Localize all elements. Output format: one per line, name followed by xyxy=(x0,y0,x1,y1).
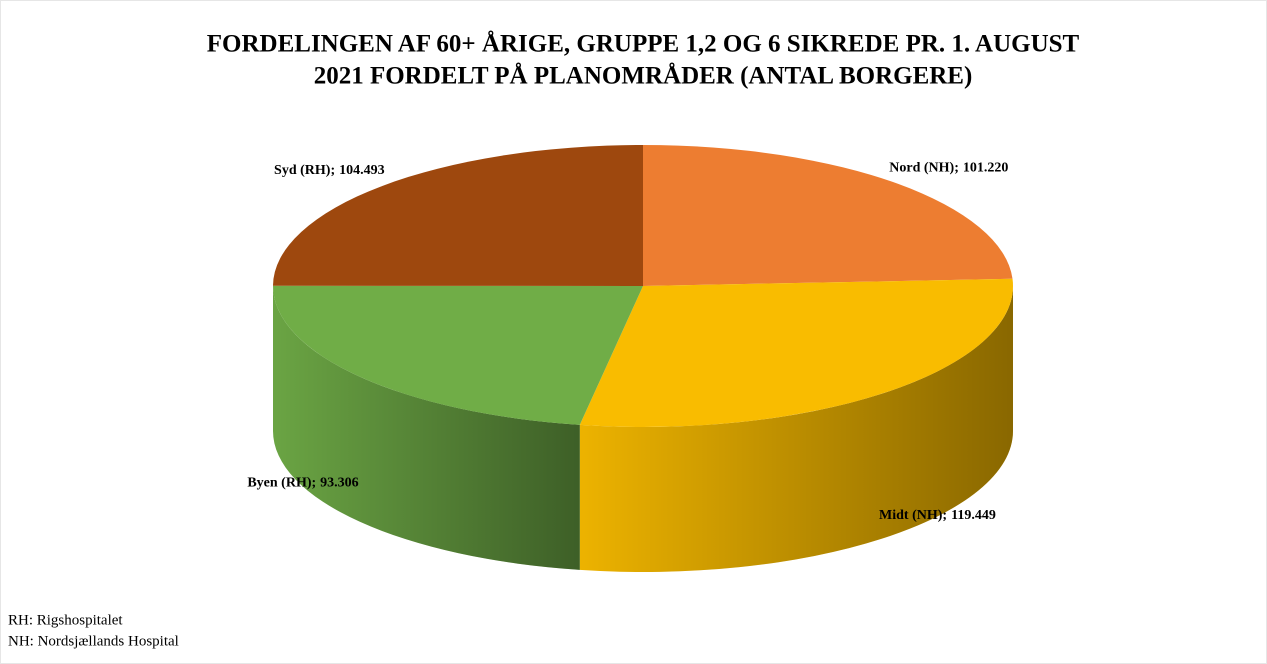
data-label-value: 93.306 xyxy=(320,476,359,491)
data-label-category: Syd (RH); xyxy=(274,163,335,178)
slice xyxy=(643,145,1013,286)
footnote: NH: Nordsjællands Hospital xyxy=(8,633,179,649)
data-label-category: Nord (NH); xyxy=(889,161,959,176)
slice-side-shade xyxy=(579,286,1013,573)
data-label: Syd (RH); 104.493 xyxy=(274,163,385,178)
data-label-category: Midt (NH); xyxy=(879,508,947,523)
data-label-category: Byen (RH); xyxy=(247,476,316,491)
slice-side-shade xyxy=(272,286,580,570)
chart-title: FORDELINGEN AF 60+ ÅRIGE, GRUPPE 1,2 OG … xyxy=(207,30,1080,58)
slice xyxy=(579,278,1013,427)
data-label: Midt (NH); 119.449 xyxy=(879,508,996,523)
slice xyxy=(273,145,643,286)
footnote: RH: Rigshospitalet xyxy=(8,612,123,628)
data-label-value: 104.493 xyxy=(339,163,385,178)
chart-title: 2021 FORDELT PÅ PLANOMRÅDER (ANTAL BORGE… xyxy=(314,62,973,90)
data-label: Byen (RH); 93.306 xyxy=(247,476,358,491)
slice xyxy=(273,285,643,425)
data-label-value: 101.220 xyxy=(963,161,1009,176)
data-label: Nord (NH); 101.220 xyxy=(889,161,1008,176)
data-label-value: 119.449 xyxy=(951,508,996,523)
